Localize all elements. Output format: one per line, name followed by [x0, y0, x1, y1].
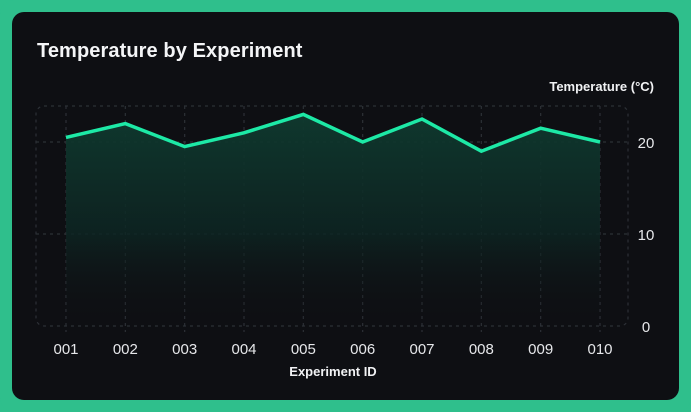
y-axis-title: Temperature (°C)	[549, 79, 654, 94]
y-axis-ticks: 0 10 20	[638, 135, 655, 336]
y-tick-label: 0	[642, 319, 650, 336]
y-tick-label: 10	[638, 227, 655, 244]
chart-title: Temperature by Experiment	[37, 40, 303, 62]
y-tick-label: 20	[638, 135, 655, 152]
x-tick-label: 001	[53, 341, 78, 358]
x-tick-label: 007	[409, 341, 434, 358]
temperature-line	[65, 112, 601, 154]
x-axis-title: Experiment ID	[289, 364, 376, 379]
x-tick-label: 004	[231, 341, 256, 358]
x-axis-ticks: 001 002 003 004 005 006 007 008 009 010	[53, 341, 612, 358]
x-tick-label: 010	[587, 341, 612, 358]
x-tick-label: 002	[113, 341, 138, 358]
x-tick-label: 005	[291, 341, 316, 358]
x-tick-label: 006	[350, 341, 375, 358]
x-tick-label: 009	[528, 341, 553, 358]
chart-card: Temperature by Experiment 0 10 20 001 002 00…	[12, 12, 679, 400]
area-fill	[66, 114, 600, 327]
x-tick-label: 008	[469, 341, 494, 358]
x-tick-label: 003	[172, 341, 197, 358]
